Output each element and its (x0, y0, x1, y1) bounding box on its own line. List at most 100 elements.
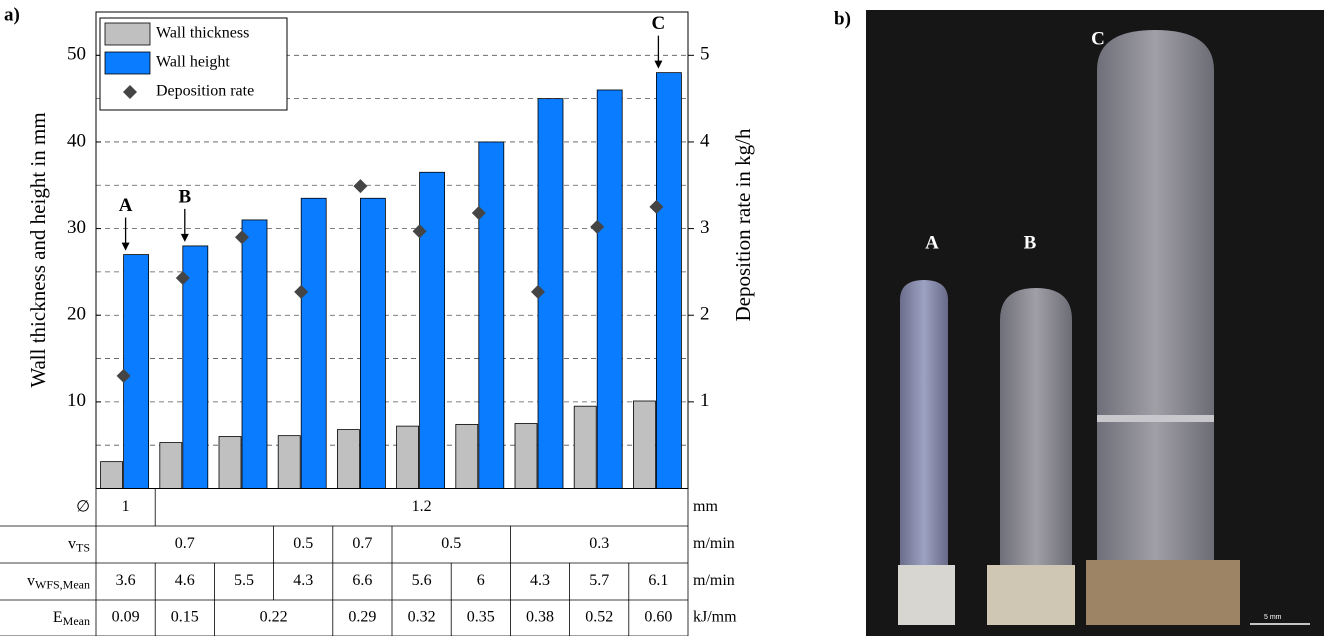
panel-label: b) (834, 8, 851, 29)
unit-label: mm (693, 498, 718, 515)
y2-tick-label: 3 (700, 217, 710, 238)
table-cell: 6.6 (352, 572, 372, 589)
table-cell: 0.7 (352, 535, 372, 552)
unit-label: kJ/mm (693, 609, 737, 626)
y-tick-label: 20 (67, 304, 86, 325)
row-label: ∅ (76, 498, 90, 515)
bar (241, 219, 268, 489)
bar (123, 254, 149, 489)
bar (336, 429, 360, 489)
row-label: vWFS,Mean (27, 572, 90, 591)
marker (471, 205, 486, 220)
table-cell: 5.5 (234, 572, 254, 589)
legend-swatch (104, 22, 151, 46)
annotation: C (652, 13, 666, 34)
marker (175, 270, 190, 285)
arrow-head (121, 242, 130, 251)
table-cell: 0.60 (644, 609, 672, 626)
row-label: EMean (53, 609, 90, 628)
substrate-a (898, 565, 955, 625)
y2-tick-label: 5 (700, 44, 710, 65)
specimen-label: C (1091, 28, 1105, 49)
marker (235, 230, 249, 245)
y2-tick-label: 4 (700, 130, 710, 151)
annotation: A (119, 195, 133, 216)
marker (590, 219, 605, 234)
y2-tick-label: 2 (700, 304, 710, 325)
substrate-c (1086, 560, 1240, 625)
bar (396, 425, 420, 489)
row-label-sub: TS (76, 540, 90, 554)
arrow-head (180, 233, 189, 242)
bar (514, 423, 538, 489)
table-cell: 6 (477, 572, 485, 589)
row-label-main: E (53, 609, 63, 626)
row-label-sub: WFS,Mean (35, 577, 90, 591)
table-cell: 1 (122, 498, 130, 515)
table-cell: 0.5 (293, 535, 313, 552)
bar (100, 461, 123, 489)
table-cell: 4.3 (293, 572, 313, 589)
table-cell: 0.32 (408, 609, 436, 626)
table-cell: 0.7 (175, 535, 195, 552)
table-cell: 5.7 (589, 572, 609, 589)
specimen-c (1097, 30, 1214, 560)
substrate-b (987, 565, 1075, 625)
bar (159, 442, 183, 489)
y-tick-label: 10 (67, 390, 86, 411)
legend-label: Wall thickness (156, 25, 249, 42)
table-cell: 1.2 (412, 498, 432, 515)
legend-marker (123, 85, 137, 99)
table-cell: 0.38 (526, 609, 554, 626)
photo: A B C 5 mm (866, 10, 1324, 636)
cut-line (1097, 415, 1214, 422)
row-label-main: v (27, 572, 35, 589)
y-tick-label: 30 (67, 217, 86, 238)
row-label-main: ∅ (76, 498, 90, 515)
specimen-a (900, 280, 948, 565)
table-cell: 0.22 (260, 609, 288, 626)
y-tick-label: 40 (67, 130, 86, 151)
specimen-label: A (925, 232, 939, 253)
legend-swatch (104, 51, 151, 75)
specimen-b (1000, 288, 1072, 565)
table-cell: 0.15 (171, 609, 199, 626)
y2-tick-label: 1 (700, 390, 710, 411)
plot-frame (95, 11, 689, 489)
table-cell: 0.29 (348, 609, 376, 626)
marker (353, 179, 368, 194)
bar (300, 197, 327, 489)
scale-label: 5 mm (1264, 614, 1282, 621)
bar (455, 423, 479, 489)
row-label-main: v (68, 535, 76, 552)
annotation: B (178, 186, 191, 207)
y-axis-title: Wall thickness and height in mm (26, 112, 50, 387)
table-cell: 6.1 (648, 572, 668, 589)
row-label: vTS (68, 535, 90, 554)
table-cell: 0.3 (589, 535, 609, 552)
bar (656, 72, 682, 489)
specimen-label: B (1024, 232, 1037, 253)
legend-label: Deposition rate (156, 83, 254, 100)
unit-label: m/min (693, 572, 735, 589)
marker (412, 224, 427, 239)
row-label-sub: Mean (63, 614, 90, 628)
y2-axis-title: Deposition rate in kg/h (731, 128, 755, 322)
bar (596, 89, 623, 489)
y-tick-label: 50 (67, 44, 86, 65)
table-cell: 5.6 (412, 572, 432, 589)
marker (294, 284, 309, 299)
bar (478, 141, 505, 489)
bar (573, 405, 597, 489)
table-cell: 0.35 (467, 609, 495, 626)
marker (116, 368, 131, 383)
table-cell: 0.09 (112, 609, 140, 626)
table-cell: 4.3 (530, 572, 550, 589)
bar (419, 171, 446, 489)
panel-label: a) (4, 4, 20, 25)
table-cell: 4.6 (175, 572, 195, 589)
table-cell: 0.5 (441, 535, 461, 552)
unit-label: m/min (693, 535, 735, 552)
bar (218, 436, 242, 489)
